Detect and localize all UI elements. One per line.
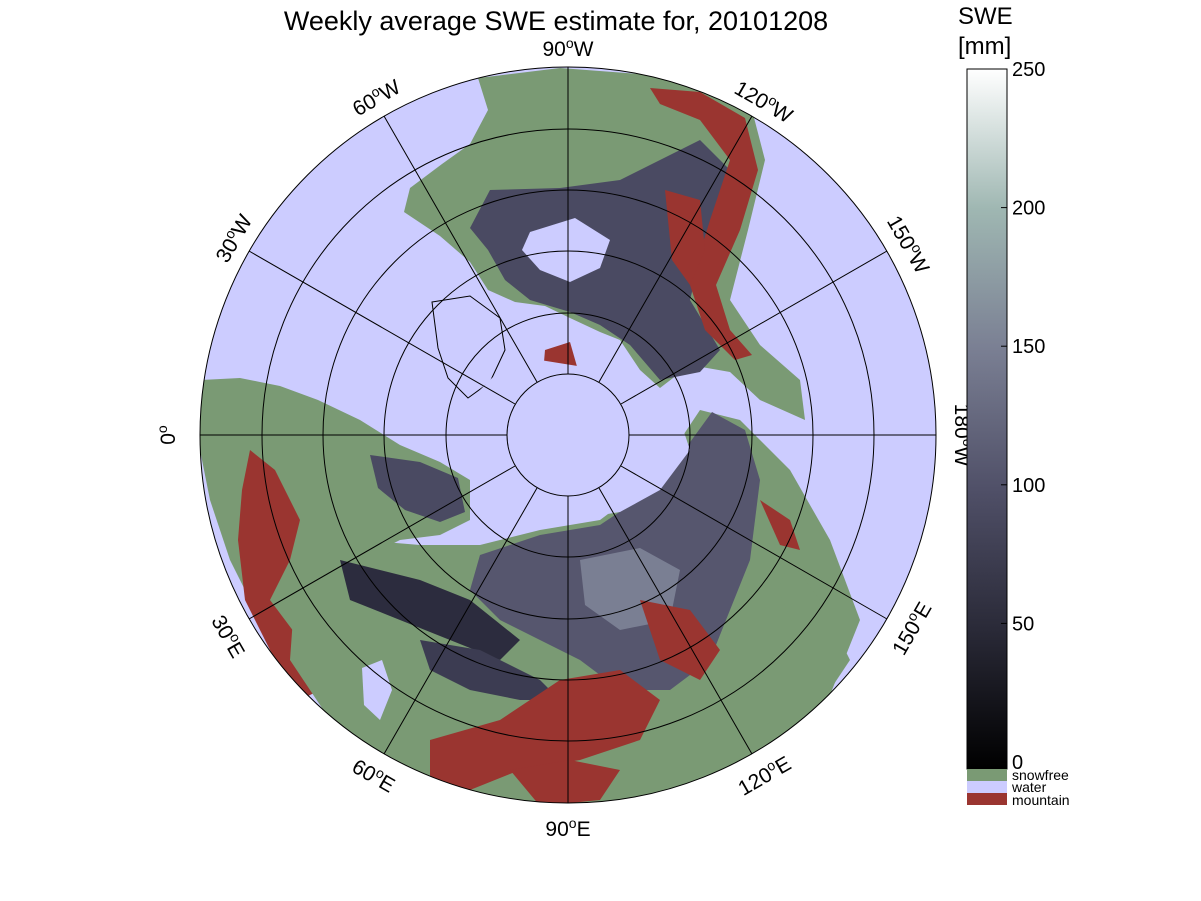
label-30e: 30oE [206,610,251,662]
colorbar-ticks: 0 50 100 150 200 250 [1001,59,1045,774]
asia-snow-band-b [420,640,560,700]
polar-map [199,66,937,804]
label-0: 0o [154,425,180,445]
east-asia-mountains [640,600,720,680]
colorbar-title-line2: [mm] [958,33,1011,60]
colorbar-tick-label: 150 [1012,336,1045,358]
meridian-lines [200,67,936,803]
legend-label-snowfree: snowfree [1012,767,1069,783]
colorbar-gradient [966,68,1008,770]
asia-snow-band [340,560,520,660]
legend-swatch-water [967,781,1007,793]
legend-swatch-mountain [967,793,1007,805]
map-title: Weekly average SWE estimate for, 2010120… [284,6,828,36]
colorbar-tick-label: 250 [1012,59,1045,81]
legend-swatch-snowfree [967,769,1007,781]
label-90w: 90oW [543,35,594,61]
europe-mountains [238,450,320,700]
kamchatka [778,560,850,690]
tibet-mountains [510,760,620,803]
hudson-bay [522,218,610,282]
colorbar-tick-label: 50 [1012,613,1034,635]
colorbar-tick-label: 200 [1012,198,1045,220]
colorbar-tick-label: 0 [1012,752,1023,774]
class-legend: snowfree water mountain [967,767,1070,808]
rocky-mountains [650,88,758,360]
legend-label-water: water [1011,779,1047,795]
colorbar: SWE [mm] 0 50 100 150 200 250 [958,3,1045,774]
scandinavia-snow [370,455,465,522]
caspian-sea [362,660,392,720]
label-90e: 90oE [545,815,590,841]
mountain-patch-b [665,190,705,285]
legend-label-mountain: mountain [1012,792,1070,808]
colorbar-title-line1: SWE [958,3,1013,30]
arctic-ocean [465,360,690,520]
colorbar-tick-label: 100 [1012,475,1045,497]
asia-mountains [430,670,660,790]
label-60e: 60oE [348,753,400,798]
